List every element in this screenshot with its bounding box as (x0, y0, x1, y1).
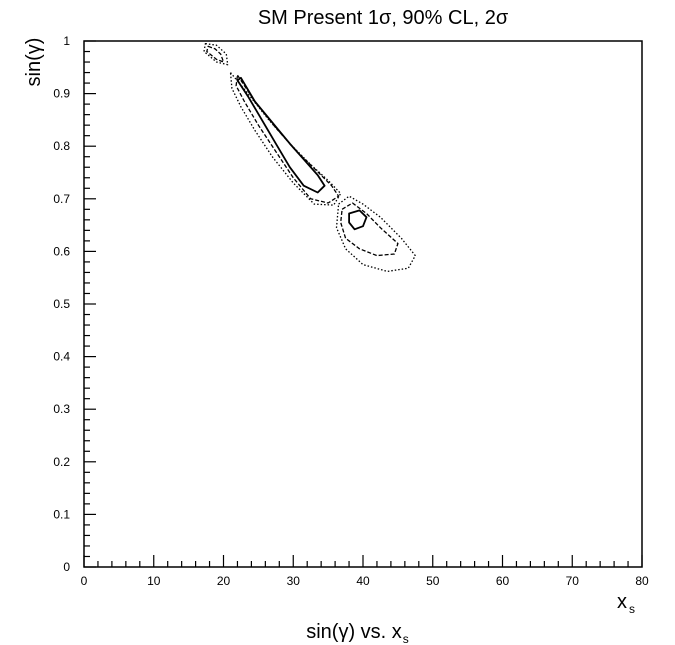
chart-caption: sin(γ) vs. x s (306, 621, 409, 645)
y-tick-label: 0.8 (53, 139, 70, 153)
y-tick-label: 0.4 (53, 350, 70, 364)
contour-dashed-2 (340, 202, 399, 257)
y-tick-label: 0.2 (53, 455, 70, 469)
axis-tick-labels: 0 10 20 30 40 50 60 70 80 0 0.1 0.2 0.3 0.4 0.5 0.6 0.7 0… (53, 34, 649, 588)
x-tick-label: 50 (426, 574, 440, 588)
contour-dotted-3 (203, 42, 229, 66)
y-tick-label: 0.6 (53, 244, 70, 258)
x-tick-label: 40 (356, 574, 370, 588)
chart-caption-subscript: s (403, 632, 409, 645)
y-tick-label: 1 (63, 34, 70, 48)
contour-solid-1 (236, 76, 326, 194)
y-tick-label: 0.1 (53, 507, 70, 521)
y-tick-label: 0.5 (53, 297, 70, 311)
y-tick-label: 0 (63, 560, 70, 574)
y-tick-label: 0.7 (53, 192, 70, 206)
contour-solid-2 (348, 209, 368, 231)
contour-lines (203, 42, 416, 273)
contour-dashed-3 (206, 45, 225, 63)
x-axis-label-subscript: s (629, 602, 635, 616)
x-tick-label: 0 (81, 574, 88, 588)
y-tick-label: 0.3 (53, 402, 70, 416)
x-tick-label: 60 (496, 574, 510, 588)
chart-caption-main: sin(γ) vs. x (306, 621, 402, 643)
x-tick-label: 20 (217, 574, 231, 588)
x-axis-label: x s (617, 591, 635, 616)
axis-ticks (83, 40, 643, 568)
x-tick-label: 70 (566, 574, 580, 588)
x-tick-label: 10 (147, 574, 161, 588)
x-axis-label-main: x (617, 591, 627, 613)
y-tick-label: 0.9 (53, 87, 70, 101)
x-tick-label: 30 (287, 574, 301, 588)
plot-frame (83, 40, 643, 568)
y-axis-label: sin(γ) (23, 38, 45, 87)
contour-dotted-2 (335, 195, 416, 273)
chart-title: SM Present 1σ, 90% CL, 2σ (258, 7, 509, 29)
x-tick-label: 80 (635, 574, 649, 588)
contour-dotted-1 (229, 71, 342, 206)
